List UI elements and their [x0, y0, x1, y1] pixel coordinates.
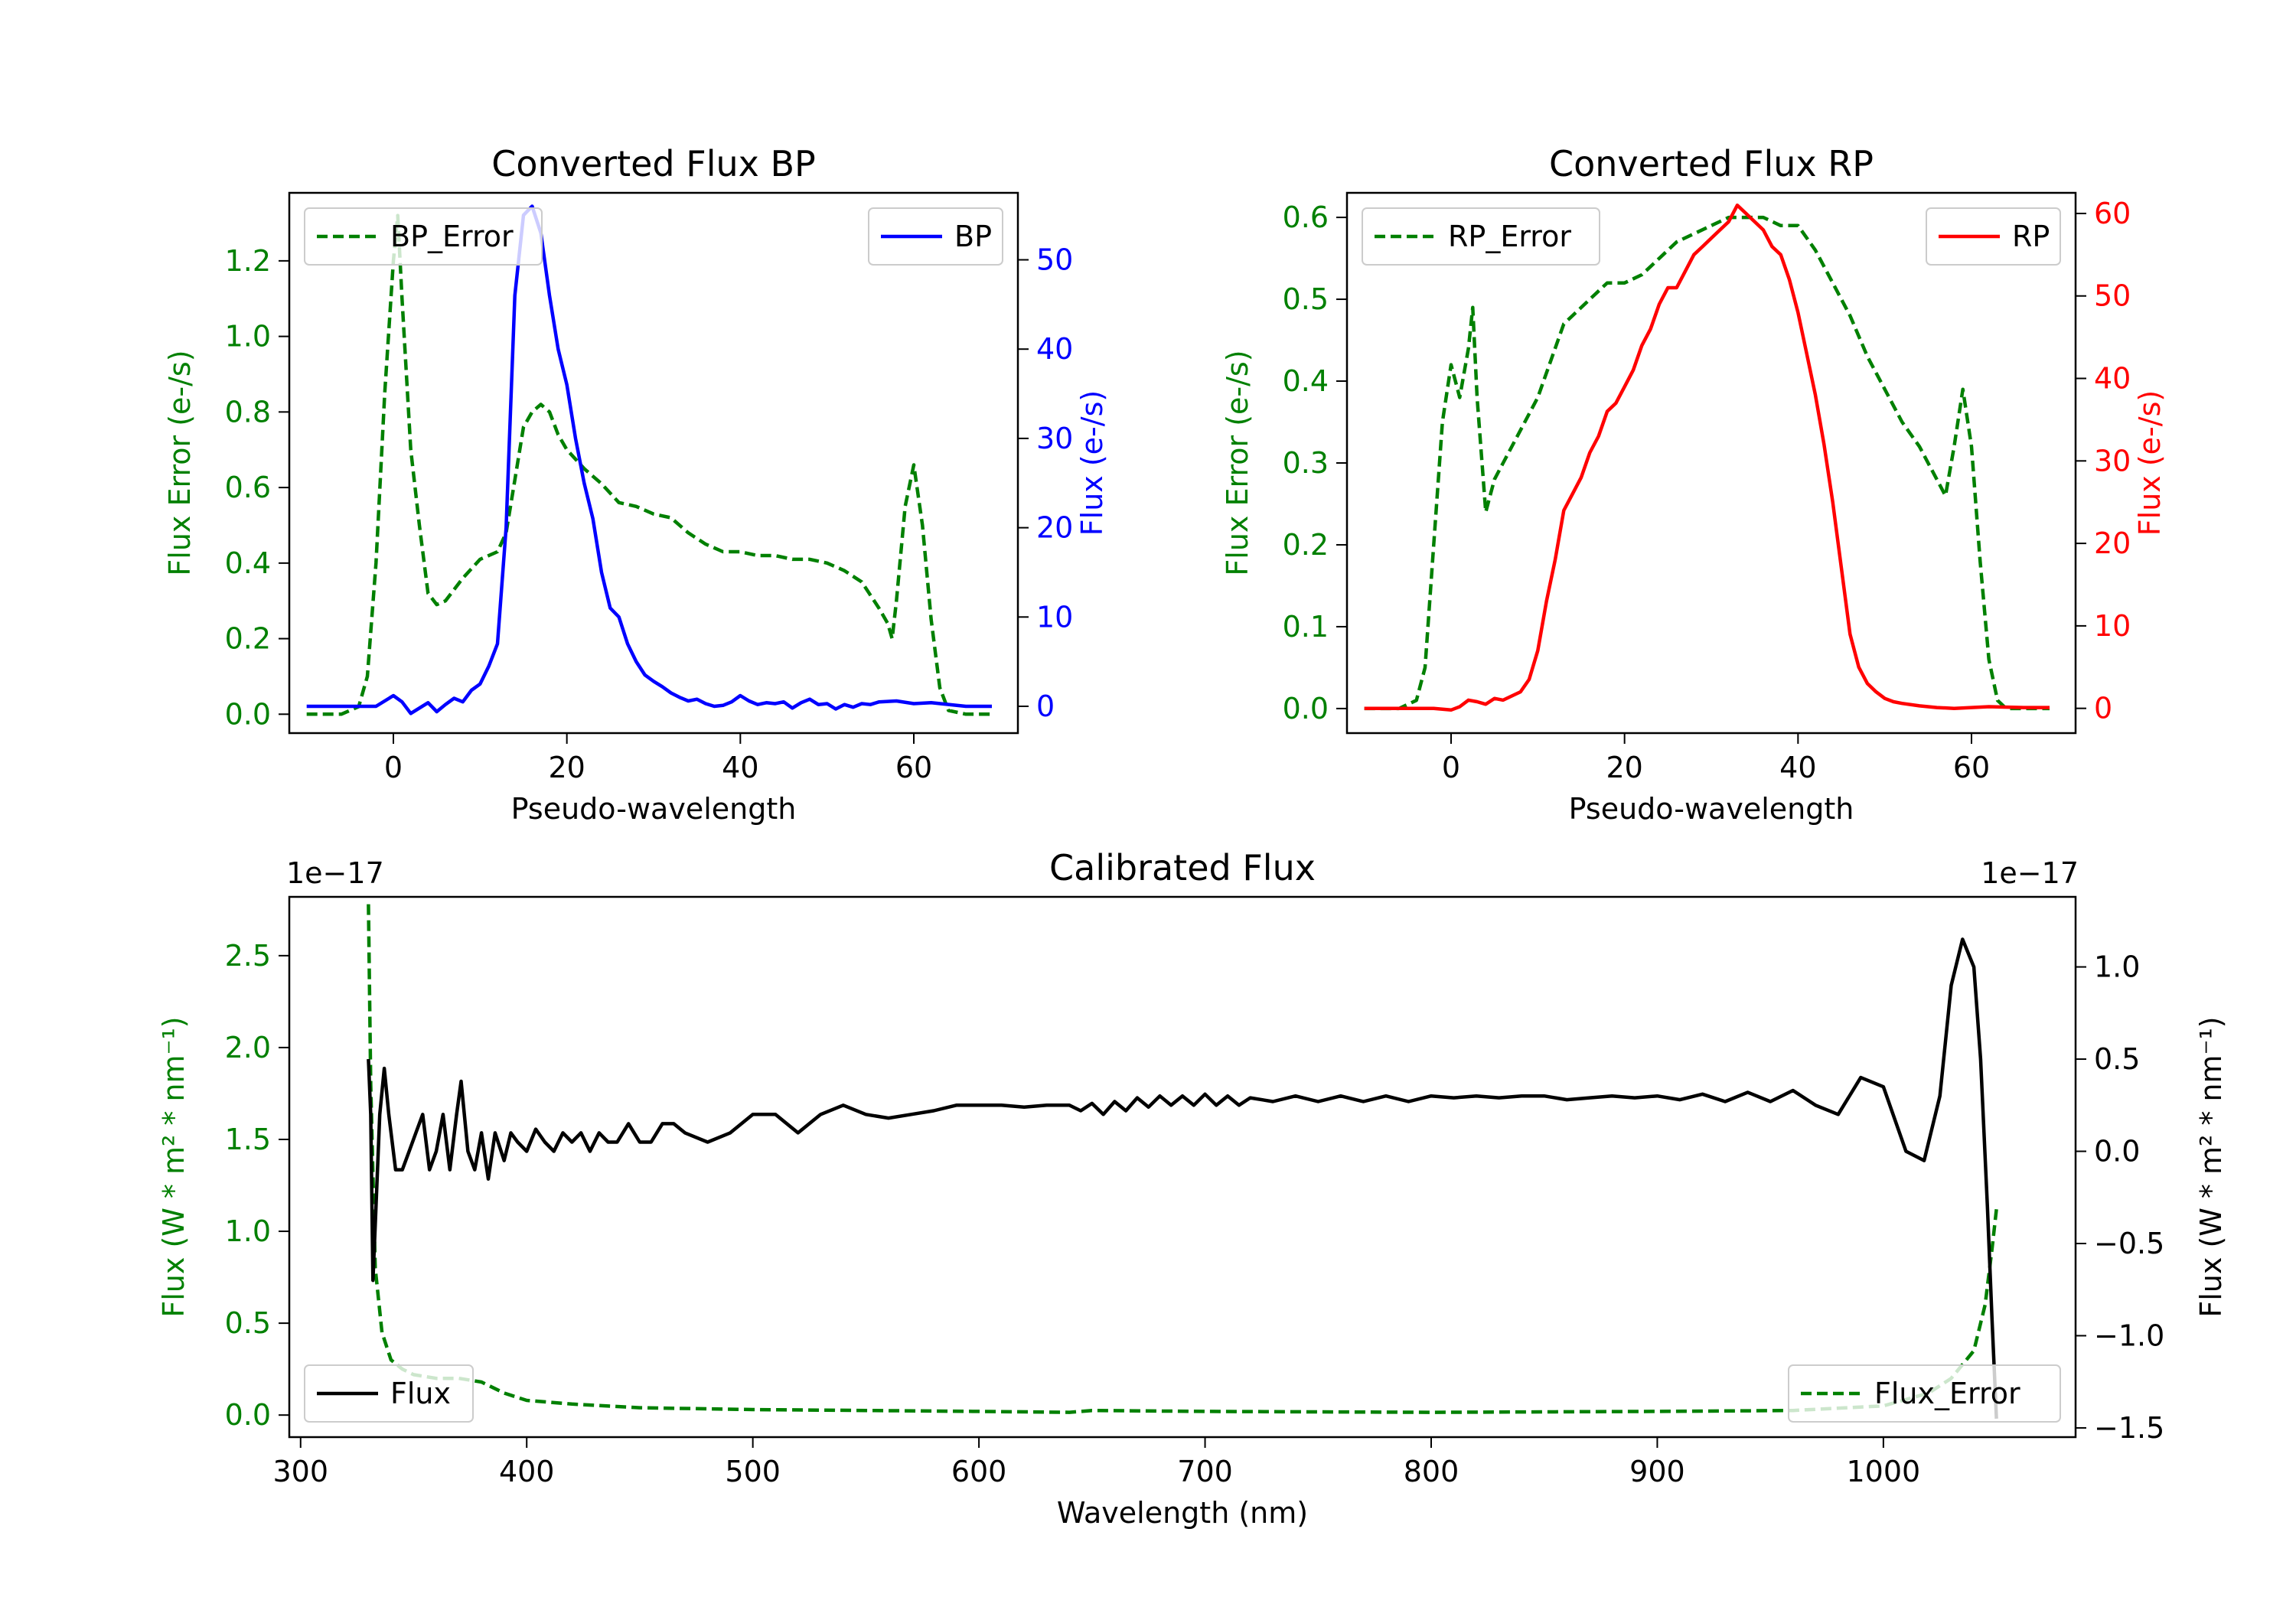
- left-tick-label: 0.0: [225, 1398, 271, 1432]
- left-offset-label: 1e−17: [286, 856, 384, 890]
- right-tick-label: 30: [2094, 444, 2131, 478]
- series-line-rp-error: [1364, 215, 2050, 711]
- right-tick-label: 0: [2094, 692, 2112, 725]
- left-tick-label: 0.5: [225, 1306, 271, 1340]
- series-group: [306, 204, 992, 716]
- legend-bp-error: BP_Error: [304, 207, 543, 266]
- legend-box: [304, 207, 543, 266]
- left-tick-label: 0.2: [225, 622, 271, 656]
- legend-bp: BP: [868, 207, 1003, 266]
- legend-label: RP_Error: [1448, 220, 1571, 253]
- right-tick-label: 0: [1036, 689, 1055, 723]
- legend-flux: Flux: [304, 1364, 474, 1423]
- x-tick-label: 0: [384, 751, 403, 784]
- left-tick-label: 1.0: [225, 320, 271, 354]
- legend-label: BP: [954, 220, 992, 253]
- chart-bp: Converted Flux BP 0 20 40 60 Pseudo-wavelengt…: [163, 143, 1109, 826]
- right-offset-label: 1e−17: [1981, 856, 2079, 890]
- right-tick-label: −1.0: [2094, 1319, 2164, 1352]
- left-tick-label: 0.3: [1283, 446, 1329, 480]
- chart-title: Converted Flux BP: [491, 143, 816, 184]
- chart-title: Calibrated Flux: [1049, 847, 1316, 888]
- right-tick-label: 10: [1036, 600, 1073, 634]
- left-tick-label: 0.4: [225, 546, 271, 580]
- left-tick-label: 0.8: [225, 395, 271, 429]
- x-tick-label: 40: [1779, 751, 1816, 784]
- right-axis-label: Flux (e-/s): [2133, 390, 2167, 536]
- chart-cal: Calibrated Flux 300 400 500 600 700 800 900 1000…: [157, 847, 2228, 1530]
- legend-box: [1362, 207, 1600, 266]
- legend-label: BP_Error: [390, 220, 514, 253]
- left-tick-label: 1.5: [225, 1123, 271, 1156]
- x-tick-label: 0: [1442, 751, 1460, 784]
- plot-frame: [1345, 191, 2077, 735]
- legend-box: [304, 1364, 474, 1423]
- x-axis-label: Wavelength (nm): [1057, 1496, 1308, 1530]
- legend-rp: RP: [1926, 207, 2061, 266]
- left-tick-label: 0.1: [1283, 610, 1329, 644]
- left-tick-label: 0.4: [1283, 364, 1329, 398]
- left-tick-label: 1.0: [225, 1214, 271, 1248]
- right-tick-label: 30: [1036, 422, 1073, 455]
- left-tick-label: 2.0: [225, 1031, 271, 1064]
- right-tick-label: 20: [1036, 511, 1073, 545]
- left-tick-label: 2.5: [225, 939, 271, 973]
- right-tick-label: 20: [2094, 526, 2131, 560]
- left-axis-label: Flux Error (e-/s): [1221, 350, 1254, 575]
- series-line-bp: [306, 204, 992, 715]
- x-tick-label: 60: [895, 751, 932, 784]
- x-tick-label: 700: [1177, 1455, 1233, 1488]
- x-tick-label: 60: [1953, 751, 1990, 784]
- left-tick-label: 0.6: [225, 471, 271, 504]
- right-axis-label: Flux (e-/s): [1075, 390, 1109, 536]
- right-axis-label: Flux (W * m² * nm⁻¹): [2194, 1016, 2228, 1317]
- series-line-rp: [1364, 203, 2050, 712]
- left-tick-label: 0.0: [225, 697, 271, 731]
- legend-label: RP: [2012, 220, 2050, 253]
- left-tick-label: 0.2: [1283, 528, 1329, 562]
- right-tick-label: 10: [2094, 609, 2131, 643]
- right-tick-label: −0.5: [2094, 1227, 2164, 1260]
- x-tick-label: 400: [499, 1455, 555, 1488]
- plot-frame: [288, 191, 1019, 735]
- x-tick-label: 800: [1404, 1455, 1459, 1488]
- left-axis-label: Flux (W * m² * nm⁻¹): [157, 1016, 191, 1317]
- chart-title: Converted Flux RP: [1549, 143, 1874, 184]
- series-group: [1364, 203, 2050, 712]
- right-tick-label: −1.5: [2094, 1411, 2164, 1445]
- right-tick-label: 60: [2094, 197, 2131, 230]
- x-tick-label: 20: [548, 751, 585, 784]
- legend-label: Flux: [390, 1377, 451, 1410]
- legend-rp-error: RP_Error: [1362, 207, 1600, 266]
- right-tick-label: 40: [2094, 362, 2131, 396]
- x-tick-label: 40: [722, 751, 758, 784]
- right-tick-label: 0.0: [2094, 1135, 2140, 1169]
- left-tick-label: 0.5: [1283, 282, 1329, 316]
- series-line-flux: [367, 937, 1998, 1420]
- right-tick-label: 50: [1036, 243, 1073, 277]
- x-axis-label: Pseudo-wavelength: [1569, 792, 1854, 826]
- x-tick-label: 300: [273, 1455, 329, 1488]
- left-tick-label: 0.6: [1283, 200, 1329, 234]
- x-axis-label: Pseudo-wavelength: [511, 792, 797, 826]
- chart-rp: Converted Flux RP 0 20 40 60 Pseudo-wavelengt…: [1221, 143, 2167, 826]
- legend-box: [1788, 1364, 2061, 1423]
- right-tick-label: 50: [2094, 279, 2131, 313]
- x-tick-label: 500: [725, 1455, 781, 1488]
- x-tick-label: 900: [1629, 1455, 1685, 1488]
- plot-frame: [288, 895, 2077, 1439]
- right-tick-label: 40: [1036, 332, 1073, 366]
- right-tick-label: 0.5: [2094, 1042, 2140, 1076]
- legend-flux-error: Flux_Error: [1788, 1364, 2061, 1423]
- right-tick-label: 1.0: [2094, 950, 2140, 984]
- left-axis-label: Flux Error (e-/s): [163, 350, 197, 575]
- x-tick-label: 600: [951, 1455, 1007, 1488]
- series-line-bp-error: [306, 214, 992, 716]
- left-tick-label: 0.0: [1283, 692, 1329, 725]
- left-tick-label: 1.2: [225, 244, 271, 278]
- legend-label: Flux_Error: [1874, 1377, 2020, 1410]
- x-tick-label: 1000: [1847, 1455, 1921, 1488]
- x-tick-label: 20: [1606, 751, 1642, 784]
